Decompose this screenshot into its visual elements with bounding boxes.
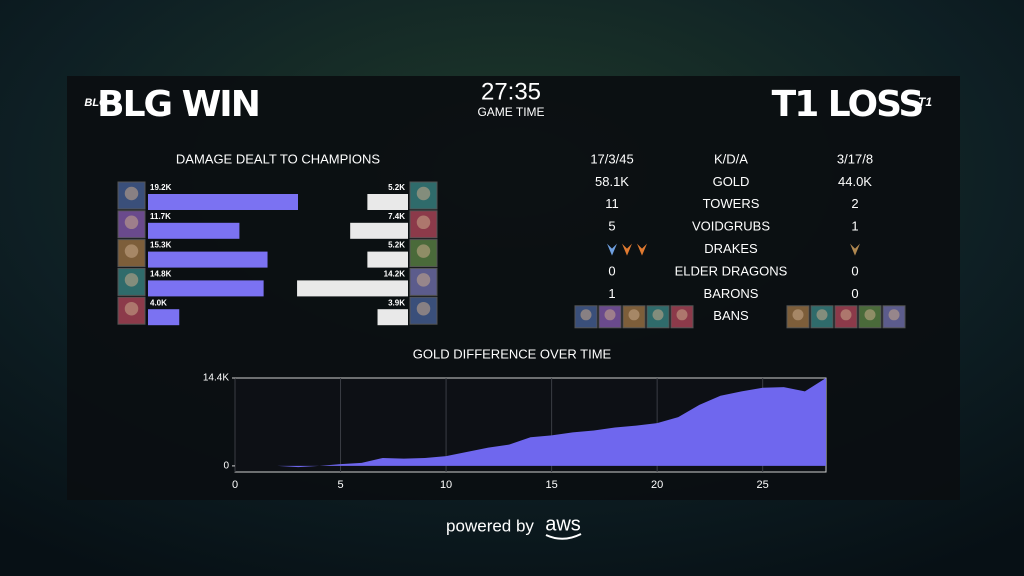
damage-label: 5.2K — [388, 183, 405, 192]
damage-label: 7.4K — [388, 212, 405, 221]
stat-label: TOWERS — [703, 196, 760, 211]
stat-value: 44.0K — [838, 174, 872, 189]
damage-bar — [367, 251, 408, 268]
damage-bar — [148, 251, 268, 268]
stat-label: BANS — [713, 308, 749, 323]
left-result: BLG WIN — [97, 84, 259, 125]
drake-icon — [622, 243, 632, 256]
footer-arrow — [545, 533, 582, 540]
damage-bar — [148, 222, 240, 239]
champion-face — [416, 301, 431, 316]
damage-bar — [148, 280, 264, 297]
chart-title: DAMAGE DEALT TO CHAMPIONS — [176, 151, 381, 166]
damage-label: 15.3K — [150, 241, 172, 250]
y-tick-label: 14.4K — [203, 373, 229, 384]
damage-bar — [148, 309, 180, 326]
stat-value: 0 — [851, 286, 858, 301]
damage-label: 5.2K — [388, 241, 405, 250]
champion-face — [888, 309, 900, 321]
damage-label: 3.9K — [388, 298, 405, 307]
stat-label: ELDER DRAGONS — [675, 263, 788, 278]
champion-face — [124, 273, 139, 287]
drake-icon — [850, 243, 860, 256]
champion-face — [416, 273, 431, 287]
champion-icon — [409, 181, 438, 210]
champion-face — [604, 309, 616, 321]
damage-bar — [297, 280, 408, 297]
stat-value: 3/17/8 — [837, 151, 873, 166]
damage-bar — [367, 194, 408, 210]
gold-area — [235, 378, 826, 468]
right-result: T1 LOSS — [772, 84, 923, 125]
game-time: 27:35 — [481, 78, 541, 105]
champion-face — [652, 309, 664, 321]
footer-text: powered by — [446, 516, 534, 535]
x-tick-label: 5 — [337, 479, 343, 491]
damage-bar — [350, 222, 408, 239]
champion-face — [840, 309, 852, 321]
champion-face — [816, 309, 828, 321]
champion-face — [864, 309, 876, 321]
champion-face — [628, 309, 640, 321]
team-logo: BLG — [84, 97, 108, 109]
stat-value: 11 — [605, 196, 619, 211]
damage-bar — [377, 309, 408, 326]
champion-face — [416, 215, 431, 230]
drake-icon — [637, 243, 647, 256]
champion-icon — [117, 181, 146, 210]
drake-icon — [607, 243, 617, 256]
champion-face — [124, 215, 139, 230]
x-tick-label: 25 — [757, 479, 769, 491]
damage-label: 14.8K — [150, 270, 172, 279]
damage-label: 14.2K — [384, 270, 406, 279]
stat-label: BARONS — [704, 286, 759, 301]
champion-face — [124, 301, 139, 316]
damage-label: 11.7K — [150, 212, 171, 221]
damage-label: 19.2K — [150, 183, 172, 192]
game-time-label: GAME TIME — [477, 105, 544, 119]
champion-face — [416, 244, 431, 258]
stat-value: 0 — [851, 263, 858, 278]
stat-label: GOLD — [713, 174, 750, 189]
stat-value: 17/3/45 — [590, 151, 633, 166]
stat-label: DRAKES — [704, 241, 758, 256]
x-tick-label: 15 — [545, 479, 557, 491]
stat-value: 2 — [851, 196, 858, 211]
stat-value: 1 — [851, 219, 858, 234]
stat-label: K/D/A — [714, 151, 748, 166]
damage-bar — [148, 194, 298, 210]
damage-label: 4.0K — [150, 298, 167, 307]
x-tick-label: 0 — [232, 479, 238, 491]
footer-brand: aws — [545, 513, 581, 535]
stat-value: 5 — [608, 219, 615, 234]
stat-value: 0 — [608, 263, 615, 278]
champion-face — [676, 309, 688, 321]
y-tick-label: 0 — [223, 461, 229, 472]
stat-value: 58.1K — [595, 174, 629, 189]
team-logo: T1 — [918, 95, 932, 109]
chart-title: GOLD DIFFERENCE OVER TIME — [413, 346, 612, 361]
champion-face — [124, 244, 139, 258]
champion-face — [416, 186, 431, 201]
stat-value: 1 — [608, 286, 615, 301]
x-tick-label: 20 — [651, 479, 663, 491]
x-tick-label: 10 — [440, 479, 452, 491]
champion-face — [792, 309, 804, 321]
champion-face — [124, 186, 139, 201]
stat-label: VOIDGRUBS — [692, 219, 770, 234]
champion-face — [580, 309, 592, 321]
